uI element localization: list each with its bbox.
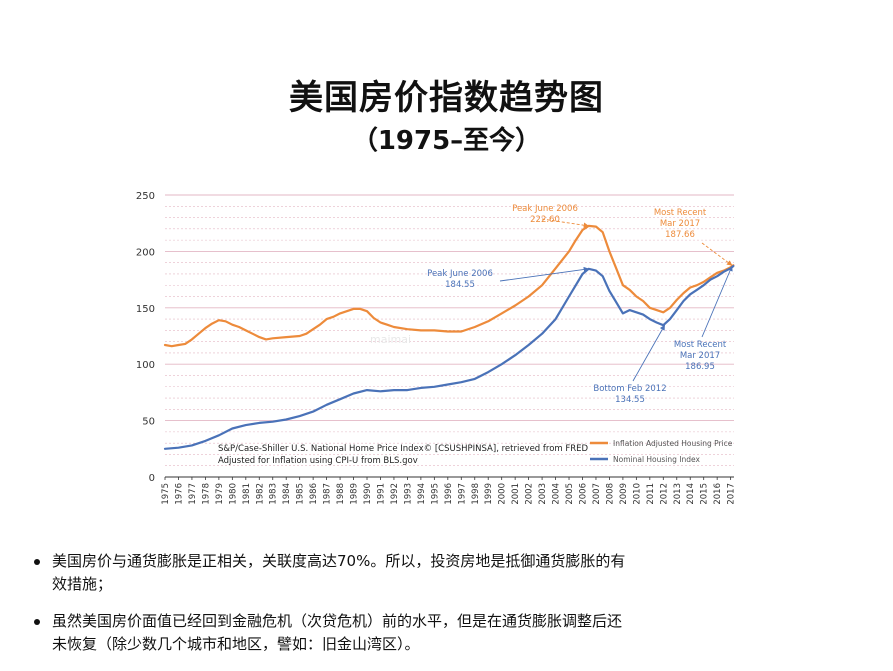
ann-nom-bottom-text: 134.55 xyxy=(615,395,645,405)
bullet-dot-icon xyxy=(34,559,40,565)
x-tick-label: 2001 xyxy=(511,483,521,505)
x-tick-label: 2006 xyxy=(578,483,588,505)
legend-label: Nominal Housing Index xyxy=(613,455,700,464)
ann-nom-bottom-arrow xyxy=(632,324,666,382)
bullet-text: 美国房价与通货膨胀是正相关，关联度高达70%。所以，投资房地是抵御通货膨胀的有效… xyxy=(52,552,626,593)
x-tick-label: 1987 xyxy=(323,483,333,505)
y-tick-label: 50 xyxy=(142,417,155,428)
x-tick-label: 1997 xyxy=(457,483,467,505)
ann-nom-peak-arrow xyxy=(499,266,590,282)
ann-nom-recent-text: Mar 2017 xyxy=(680,351,720,361)
x-tick-label: 1985 xyxy=(296,483,306,505)
legend-layer: Inflation Adjusted Housing Price Nominal … xyxy=(590,439,733,464)
x-tick-label: 1994 xyxy=(417,483,427,505)
y-tick-label: 0 xyxy=(149,473,155,484)
ann-infl-recent-text: Mar 2017 xyxy=(660,219,700,229)
x-tick-label: 2017 xyxy=(727,483,737,505)
x-tick-label: 2010 xyxy=(632,483,642,505)
ann-infl-peak-arrow xyxy=(541,218,590,228)
inflation-adjusted-line xyxy=(163,224,735,348)
slide-subtitle: （1975–至今） xyxy=(351,126,542,156)
ann-infl-peak-text: 222.60 xyxy=(530,215,560,225)
x-tick-label: 1983 xyxy=(269,483,279,505)
x-tick-label: 1981 xyxy=(242,483,252,505)
x-tick-label: 1996 xyxy=(444,483,454,505)
source-note-line: S&P/Case-Shiller U.S. National Home Pric… xyxy=(218,444,589,454)
ann-nom-recent-text: 186.95 xyxy=(685,362,715,372)
x-tick-label: 1999 xyxy=(484,483,494,505)
x-tick-label: 2012 xyxy=(659,483,669,505)
x-tick-label: 2011 xyxy=(646,483,656,505)
x-tick-label: 1984 xyxy=(282,483,292,505)
x-tick-label: 1977 xyxy=(188,483,198,505)
x-tick-label: 2000 xyxy=(498,483,508,505)
x-tick-label: 2004 xyxy=(552,483,562,505)
x-tick-label: 1982 xyxy=(255,483,265,505)
ann-infl-peak-text: Peak June 2006 xyxy=(512,204,578,214)
ann-infl-recent-arrow xyxy=(701,242,733,266)
x-tick-label: 1988 xyxy=(336,483,346,505)
bullet-item: 美国房价与通货膨胀是正相关，关联度高达70%。所以，投资房地是抵御通货膨胀的有效… xyxy=(30,550,630,596)
x-tick-label: 1992 xyxy=(390,483,400,505)
ann-nom-recent-text: Most Recent xyxy=(674,340,727,350)
x-tick-label: 2015 xyxy=(700,483,710,505)
y-tick-label: 200 xyxy=(136,247,155,258)
x-tick-label: 1995 xyxy=(430,483,440,505)
x-tick-label: 1998 xyxy=(471,483,481,505)
x-tick-label: 1991 xyxy=(376,483,386,505)
x-tick-label: 2016 xyxy=(713,483,723,505)
nominal-index-line xyxy=(163,265,735,450)
ann-nom-peak-text: Peak June 2006 xyxy=(427,269,493,279)
x-tick-label: 2003 xyxy=(538,483,548,505)
x-tick-label: 2005 xyxy=(565,483,575,505)
x-tick-label: 1986 xyxy=(309,483,319,505)
watermark: maimai xyxy=(370,333,412,346)
x-tick-label: 2014 xyxy=(686,483,696,505)
x-tick-label: 1989 xyxy=(350,483,360,505)
ann-nom-bottom-text: Bottom Feb 2012 xyxy=(593,384,666,394)
series-layer xyxy=(163,224,735,450)
x-tick-label: 1990 xyxy=(363,483,373,505)
bullet-item: 虽然美国房价面值已经回到金融危机（次贷危机）前的水平，但是在通货膨胀调整后还未恢… xyxy=(30,610,630,656)
y-tick-label: 150 xyxy=(136,304,155,315)
bullet-dot-icon xyxy=(34,619,40,625)
axis-layer: 0 50 100 150 200 250 1975 1976 1977 1978 1979 1980 1… xyxy=(136,191,737,505)
source-note-line: Adjusted for Inflation using CPI-U from … xyxy=(218,456,418,466)
x-tick-label: 2013 xyxy=(673,483,683,505)
x-tick-label: 1975 xyxy=(161,483,171,505)
x-tick-label: 1979 xyxy=(215,483,225,505)
ann-nom-peak-text: 184.55 xyxy=(445,280,475,290)
ann-infl-recent-text: Most Recent xyxy=(654,208,707,218)
bullet-text: 虽然美国房价面值已经回到金融危机（次贷危机）前的水平，但是在通货膨胀调整后还未恢… xyxy=(52,612,623,653)
x-tick-label: 1978 xyxy=(201,483,211,505)
slide-title: 美国房价指数趋势图 xyxy=(289,78,604,118)
x-tick-label: 2009 xyxy=(619,483,629,505)
y-tick-label: 250 xyxy=(136,191,155,202)
x-tick-label: 1980 xyxy=(228,483,238,505)
x-tick-label: 1976 xyxy=(174,483,184,505)
x-tick-label: 2007 xyxy=(592,483,602,505)
bullet-list: 美国房价与通货膨胀是正相关，关联度高达70%。所以，投资房地是抵御通货膨胀的有效… xyxy=(30,550,630,670)
y-tick-label: 100 xyxy=(136,360,155,371)
ann-nom-recent-arrow xyxy=(701,265,733,338)
x-tick-label: 2008 xyxy=(605,483,615,505)
x-tick-label: 2002 xyxy=(525,483,535,505)
housing-index-chart: 0 50 100 150 200 250 1975 1976 1977 1978 1979 1980 1… xyxy=(136,191,737,505)
ann-infl-recent-text: 187.66 xyxy=(665,230,695,240)
x-tick-label: 1993 xyxy=(403,483,413,505)
grid-layer xyxy=(165,194,734,467)
source-note: S&P/Case-Shiller U.S. National Home Pric… xyxy=(218,444,589,466)
legend-label: Inflation Adjusted Housing Price xyxy=(613,439,733,448)
